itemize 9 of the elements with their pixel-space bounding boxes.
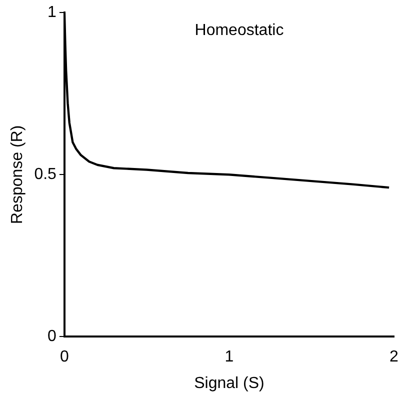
y-axis-title: Response (R): [9, 125, 26, 224]
x-tick-label: 0: [60, 348, 69, 366]
x-axis-title: Signal (S): [194, 374, 264, 392]
annotation: Homeostatic: [194, 22, 284, 40]
y-tick-label: 1: [48, 4, 57, 22]
y-tick-label: 0.5: [34, 166, 57, 184]
x-tick-label: 1: [224, 348, 234, 366]
x-tick-label: 2: [390, 348, 399, 366]
y-tick-label: 0: [48, 328, 57, 346]
